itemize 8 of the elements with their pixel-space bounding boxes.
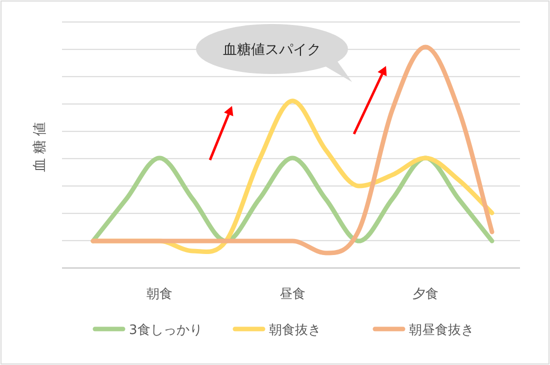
x-tick-label: 昼食 [280, 287, 306, 302]
x-tick-label: 夕食 [412, 287, 438, 302]
legend-label: 朝昼食抜き [409, 323, 474, 338]
x-tick-label: 朝食 [146, 287, 172, 302]
annotation: 血糖値スパイク [223, 42, 321, 58]
y-axis-title: 血糖値 [32, 118, 48, 172]
legend-label: 朝食抜き [269, 323, 321, 338]
legend-label: 3食しっかり [129, 323, 202, 338]
